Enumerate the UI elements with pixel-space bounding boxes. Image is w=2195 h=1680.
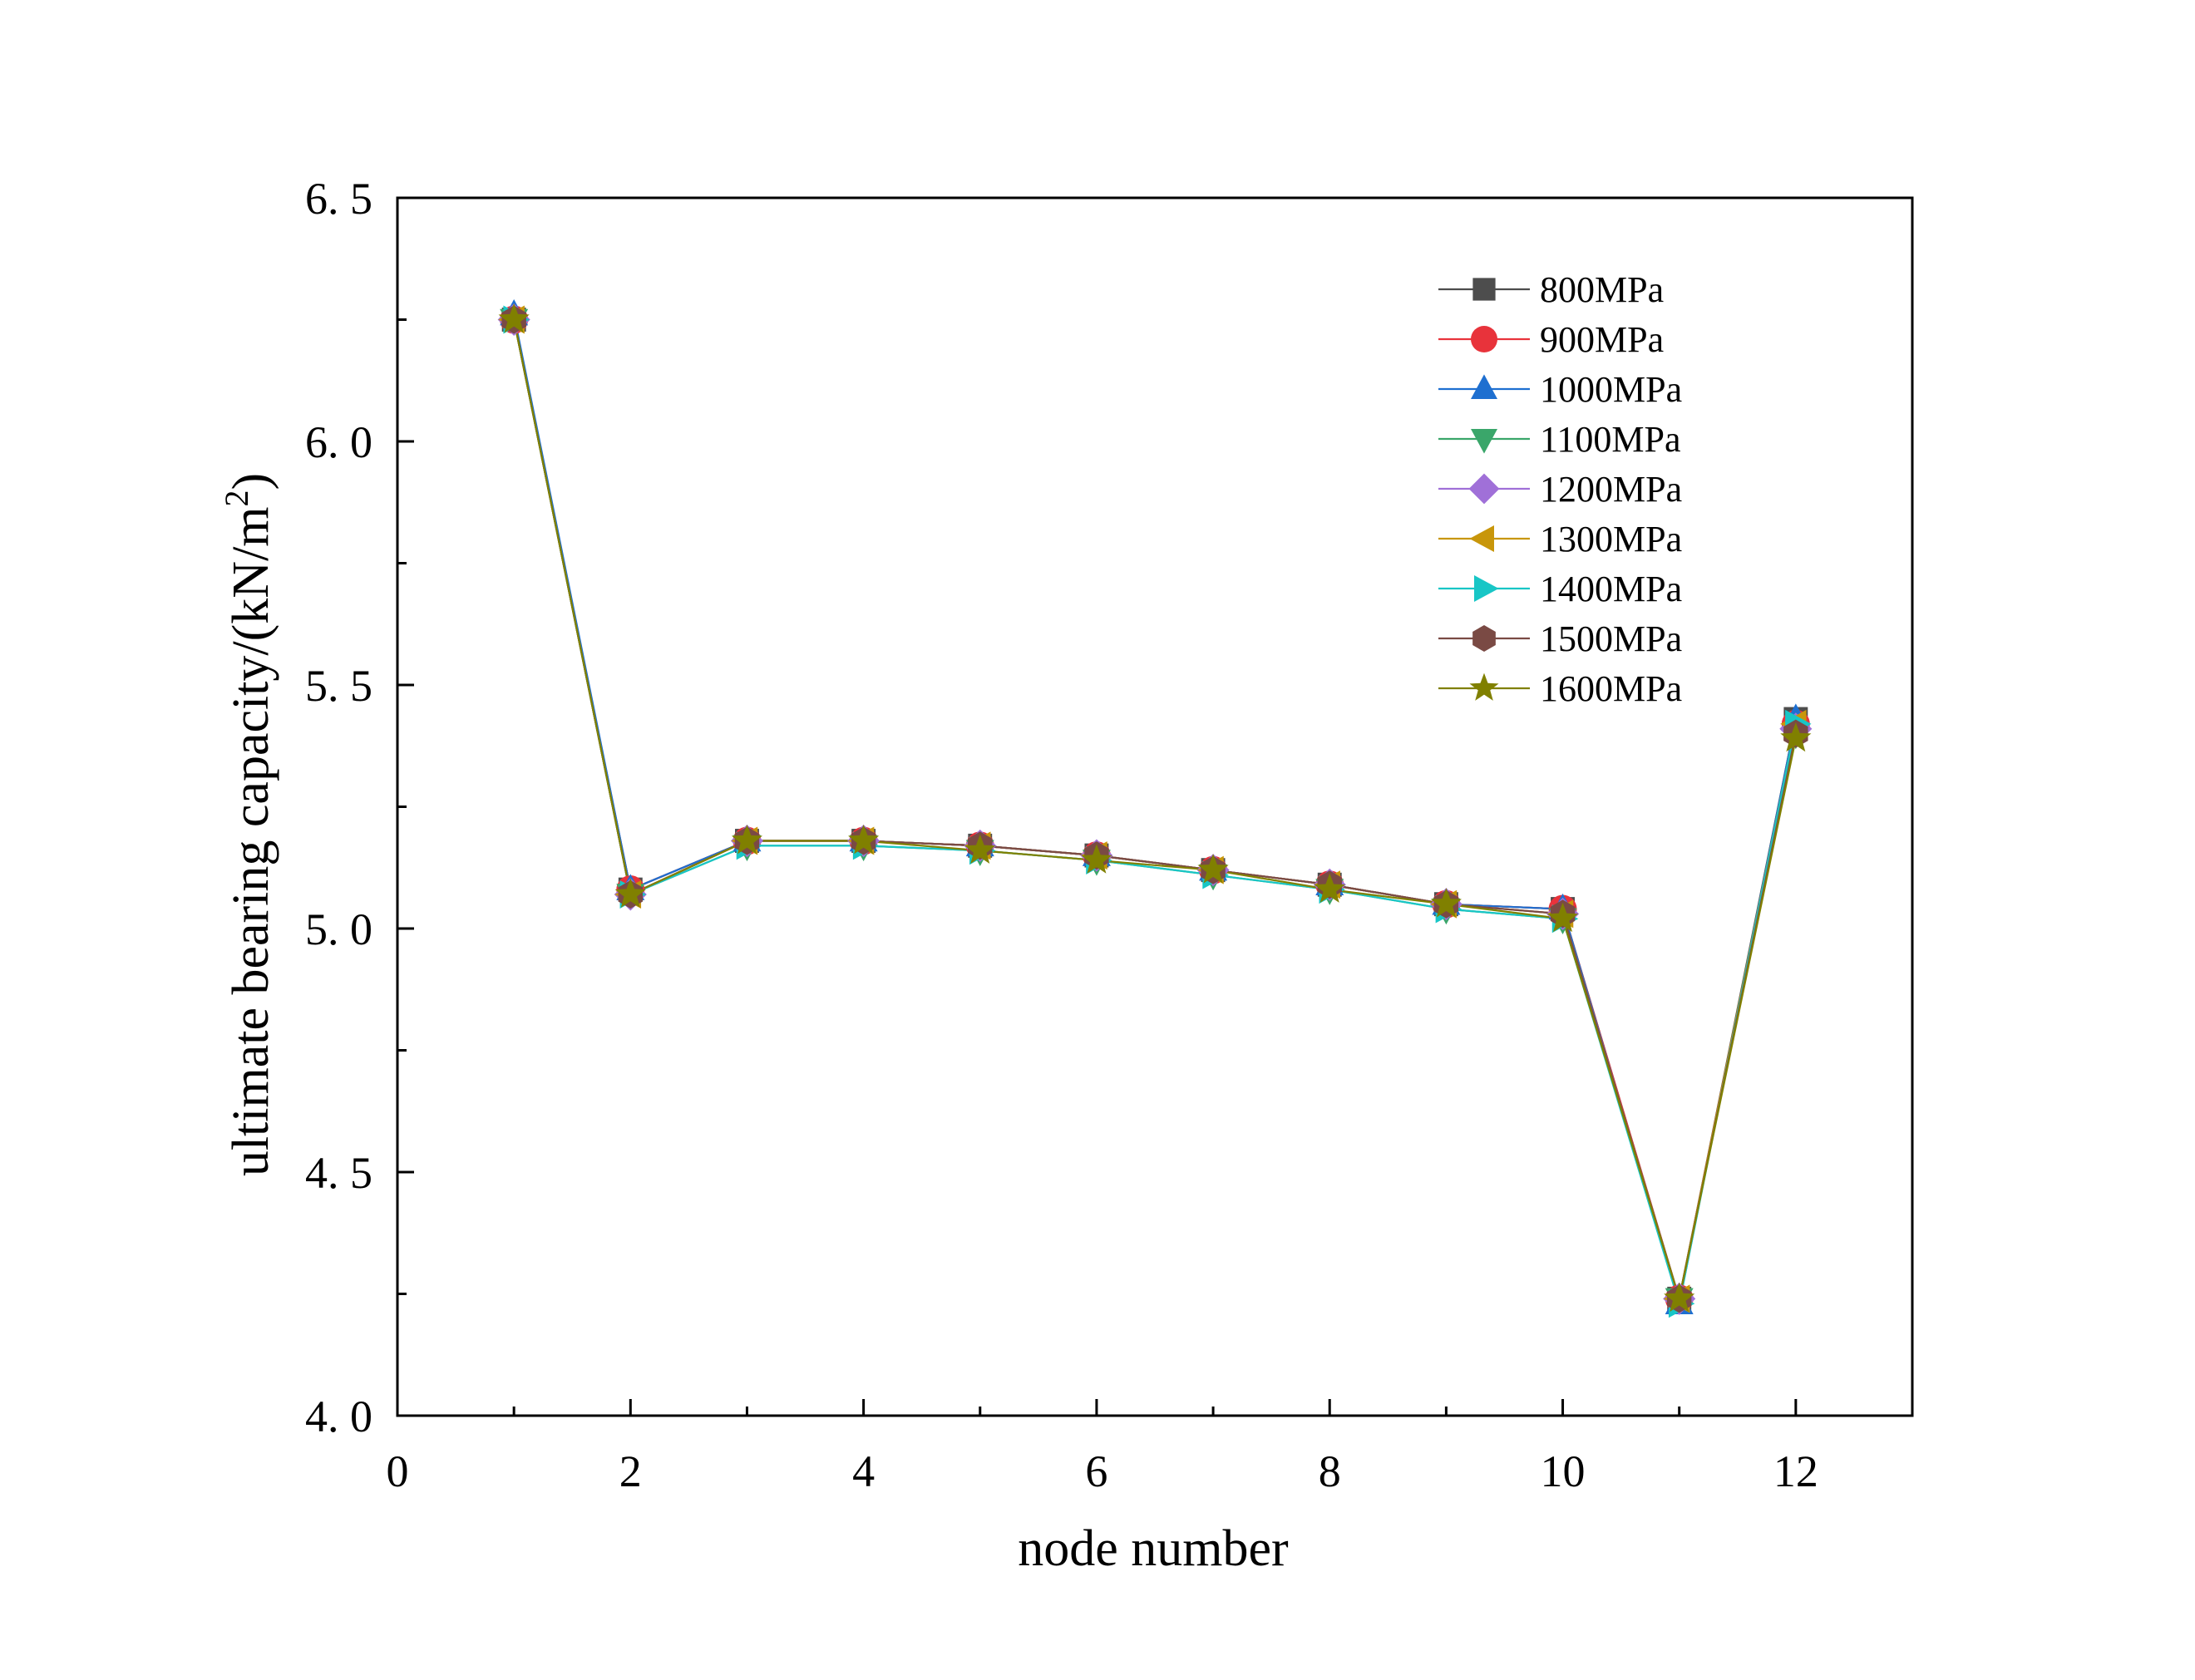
legend-label: 1400MPa bbox=[1540, 569, 1682, 609]
legend-label: 1300MPa bbox=[1540, 519, 1682, 559]
legend-item: 1300MPa bbox=[1438, 519, 1682, 559]
series-line bbox=[513, 319, 1797, 1304]
plot-area-border bbox=[396, 196, 1914, 1417]
legend-item: 1200MPa bbox=[1438, 469, 1682, 510]
data-point bbox=[1430, 888, 1462, 918]
series-line bbox=[513, 314, 1797, 1304]
legend-label: 1500MPa bbox=[1540, 618, 1682, 659]
legend-item: 1400MPa bbox=[1438, 569, 1682, 609]
legend: 800MPa 900MPa 1000MPa 1100MPa 1200MPa 1300MPa… bbox=[1438, 269, 1682, 709]
legend-item: 1100MPa bbox=[1438, 419, 1681, 460]
y-tick-label: 5. 0 bbox=[305, 904, 372, 954]
y-tick-label: 4. 0 bbox=[305, 1392, 372, 1441]
y-tick-label: 6. 0 bbox=[305, 417, 372, 467]
y-tick-label: 5. 5 bbox=[305, 661, 372, 711]
legend-label: 800MPa bbox=[1540, 269, 1664, 310]
series-line bbox=[513, 319, 1797, 1299]
legend-marker bbox=[1472, 278, 1496, 301]
legend-marker bbox=[1471, 374, 1497, 399]
data-point bbox=[1664, 1282, 1695, 1313]
series-line bbox=[513, 319, 1797, 1299]
legend-item: 900MPa bbox=[1438, 319, 1664, 360]
x-tick-label: 0 bbox=[387, 1446, 409, 1496]
series-line bbox=[513, 319, 1797, 1299]
data-point bbox=[1197, 854, 1229, 884]
y-axis-ticks: 4. 0 4. 5 5. 0 5. 5 6. 0 6. 5 bbox=[305, 174, 414, 1441]
y-tick-label: 6. 5 bbox=[305, 174, 372, 224]
y-axis-title-close: ) bbox=[223, 473, 279, 490]
data-point bbox=[848, 824, 880, 855]
legend-item: 1500MPa bbox=[1438, 618, 1682, 659]
y-axis-title: ultimate bearing capacity/(kN/m2) bbox=[218, 473, 279, 1176]
data-point bbox=[1780, 722, 1812, 752]
legend-marker bbox=[1469, 525, 1494, 552]
series-line bbox=[513, 319, 1797, 1299]
series-markers bbox=[497, 298, 1813, 1318]
data-point bbox=[1314, 873, 1345, 903]
legend-marker bbox=[1468, 473, 1500, 505]
legend-marker bbox=[1469, 672, 1499, 701]
legend-marker bbox=[1474, 575, 1499, 602]
series-lines bbox=[513, 314, 1797, 1304]
legend-marker bbox=[1472, 625, 1496, 652]
plot-frame bbox=[396, 196, 1914, 1417]
x-axis-title: node number bbox=[1018, 1520, 1289, 1577]
legend-item: 1000MPa bbox=[1438, 369, 1682, 410]
legend-label: 1100MPa bbox=[1540, 419, 1681, 460]
data-point bbox=[614, 878, 646, 908]
x-tick-label: 2 bbox=[619, 1446, 642, 1496]
x-tick-label: 10 bbox=[1541, 1446, 1586, 1496]
x-tick-label: 8 bbox=[1319, 1446, 1341, 1496]
y-axis-title-main: ultimate bearing capacity/(kN/m bbox=[223, 506, 279, 1176]
minor-ticks bbox=[397, 318, 1681, 1416]
legend-marker bbox=[1471, 326, 1497, 352]
data-point bbox=[1546, 902, 1579, 933]
legend-label: 1200MPa bbox=[1540, 469, 1682, 510]
series-line bbox=[513, 319, 1797, 1299]
y-axis-title-superscript: 2 bbox=[218, 490, 255, 506]
y-tick-label: 4. 5 bbox=[305, 1148, 372, 1198]
legend-label: 1600MPa bbox=[1540, 668, 1682, 709]
series-line bbox=[513, 319, 1797, 1299]
legend-item: 1600MPa bbox=[1438, 668, 1682, 709]
legend-marker bbox=[1471, 429, 1497, 454]
data-point bbox=[1081, 844, 1112, 874]
data-point bbox=[731, 824, 763, 855]
x-tick-label: 4 bbox=[852, 1446, 875, 1496]
data-point bbox=[498, 303, 530, 333]
data-point bbox=[964, 834, 996, 865]
x-axis-ticks: 0 2 4 6 8 10 12 bbox=[387, 1399, 1818, 1496]
x-tick-label: 6 bbox=[1085, 1446, 1107, 1496]
legend-label: 900MPa bbox=[1540, 319, 1664, 360]
series-line bbox=[513, 319, 1797, 1299]
x-tick-label: 12 bbox=[1773, 1446, 1818, 1496]
legend-item: 800MPa bbox=[1438, 269, 1664, 310]
legend-label: 1000MPa bbox=[1540, 369, 1682, 410]
